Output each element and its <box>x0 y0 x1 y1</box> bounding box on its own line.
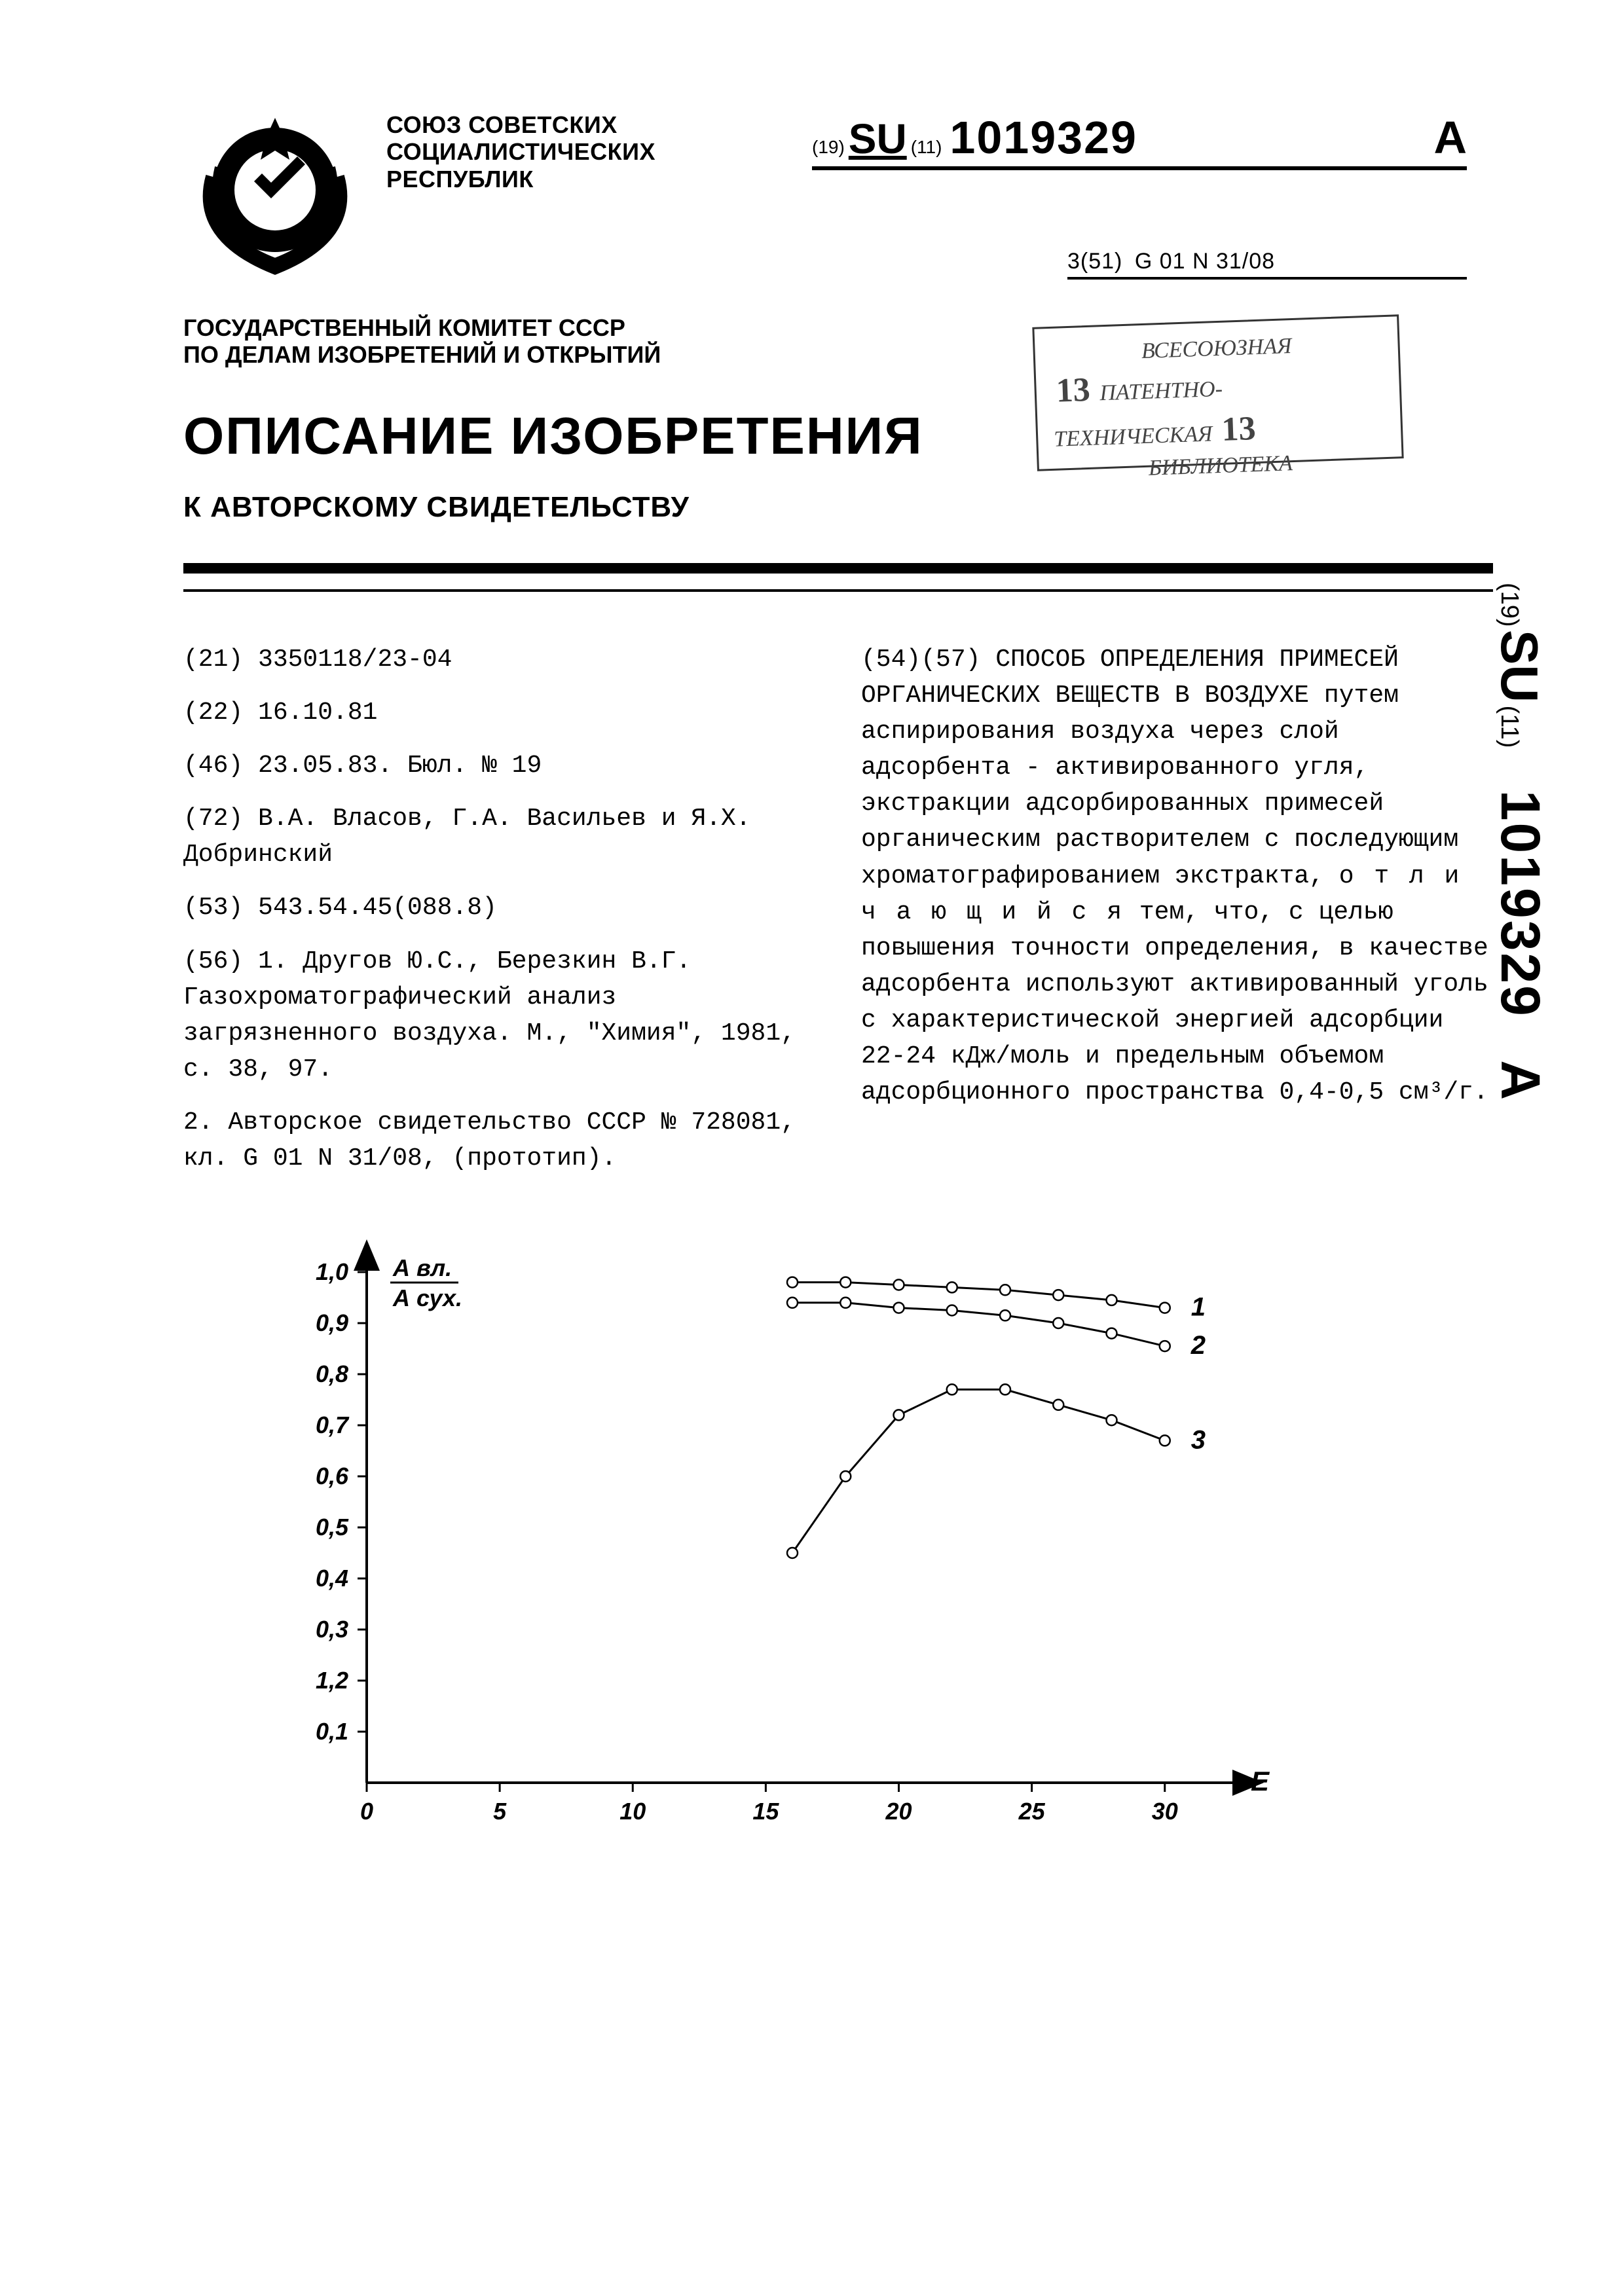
stamp-number: 13 <box>1221 407 1256 452</box>
classifier-prefix: 3(51) <box>1067 249 1122 274</box>
title-main: ОПИСАНИЕ ИЗОБРЕТЕНИЯ <box>183 406 939 466</box>
side-11: (11) <box>1496 706 1523 748</box>
svg-text:1,2: 1,2 <box>316 1667 348 1694</box>
library-stamp: ВСЕСОЮЗНАЯ 13 ПАТЕНТНО- ТЕХНИЧЕСКАЯ 13 Б… <box>1032 314 1403 471</box>
biblio-56a: (56) 1. Другов Ю.С., Березкин В.Г. Газох… <box>183 943 815 1087</box>
header: СОЮЗ СОВЕТСКИХ СОЦИАЛИСТИЧЕСКИХ РЕСПУБЛИ… <box>183 92 1493 602</box>
biblio-56b: 2. Авторское свидетельство СССР № 728081… <box>183 1104 815 1176</box>
stamp-line: ПАТЕНТНО- <box>1099 377 1223 406</box>
right-column: (54)(57) СПОСОБ ОПРЕДЕЛЕНИЯ ПРИМЕСЕЙ ОРГ… <box>861 642 1493 1194</box>
stamp-number: 13 <box>1056 368 1091 413</box>
abstract-part1: (54)(57) СПОСОБ ОПРЕДЕЛЕНИЯ ПРИМЕСЕЙ ОРГ… <box>861 646 1458 890</box>
chart-svg: А вл. А сух. E 0 5 10 15 20 25 30 0,1 1,2 0,3 0,4 0,5 0… <box>183 1233 1297 1861</box>
side-a: A <box>1490 1060 1551 1100</box>
stamp-line: ТЕХНИЧЕСКАЯ <box>1054 422 1213 451</box>
svg-text:0,5: 0,5 <box>316 1514 349 1540</box>
svg-text:5: 5 <box>493 1798 507 1825</box>
code-19-label: (19) <box>812 137 845 158</box>
code-country: SU <box>849 115 907 163</box>
svg-text:0: 0 <box>360 1798 373 1825</box>
abstract: (54)(57) СПОСОБ ОПРЕДЕЛЕНИЯ ПРИМЕСЕЙ ОРГ… <box>861 642 1493 1110</box>
divider-rule <box>183 563 1493 592</box>
svg-text:0,1: 0,1 <box>316 1718 348 1745</box>
code-suffix: A <box>1433 111 1467 164</box>
biblio-22: (22) 16.10.81 <box>183 695 815 731</box>
svg-text:3: 3 <box>1191 1426 1206 1455</box>
svg-text:А сух.: А сух. <box>392 1285 462 1311</box>
svg-text:0,7: 0,7 <box>316 1412 350 1438</box>
svg-text:А вл.: А вл. <box>392 1254 452 1281</box>
committee-line: ПО ДЕЛАМ ИЗОБРЕТЕНИЙ И ОТКРЫТИЙ <box>183 341 661 368</box>
side-19: (19) <box>1496 583 1523 627</box>
svg-text:30: 30 <box>1152 1798 1178 1825</box>
chart: А вл. А сух. E 0 5 10 15 20 25 30 0,1 1,2 0,3 0,4 0,5 0… <box>183 1233 1493 1887</box>
biblio-46: (46) 23.05.83. Бюл. № 19 <box>183 748 815 784</box>
title-sub: К АВТОРСКОМУ СВИДЕТЕЛЬСТВУ <box>183 491 690 524</box>
svg-text:E: E <box>1251 1766 1270 1796</box>
org-name-line: СОЮЗ СОВЕТСКИХ <box>386 111 655 138</box>
svg-text:10: 10 <box>619 1798 646 1825</box>
biblio-53: (53) 543.54.45(088.8) <box>183 890 815 926</box>
svg-text:0,6: 0,6 <box>316 1463 349 1489</box>
svg-text:15: 15 <box>752 1798 779 1825</box>
committee-line: ГОСУДАРСТВЕННЫЙ КОМИТЕТ СССР <box>183 314 661 341</box>
svg-text:0,3: 0,3 <box>316 1616 348 1643</box>
svg-text:25: 25 <box>1018 1798 1046 1825</box>
side-publication-code: (19) SU (11) 1019329 A <box>1488 583 1552 1100</box>
left-column: (21) 3350118/23-04 (22) 16.10.81 (46) 23… <box>183 642 815 1194</box>
svg-text:0,9: 0,9 <box>316 1309 348 1336</box>
side-number: 1019329 <box>1490 790 1551 1018</box>
biblio-21: (21) 3350118/23-04 <box>183 642 815 678</box>
svg-text:1,0: 1,0 <box>316 1258 348 1285</box>
biblio-72: (72) В.А. Власов, Г.А. Васильев и Я.Х. Д… <box>183 801 815 873</box>
committee-name: ГОСУДАРСТВЕННЫЙ КОМИТЕТ СССР ПО ДЕЛАМ ИЗ… <box>183 314 661 369</box>
svg-text:0,8: 0,8 <box>316 1360 348 1387</box>
body: (21) 3350118/23-04 (22) 16.10.81 (46) 23… <box>183 642 1493 1194</box>
org-name-line: СОЦИАЛИСТИЧЕСКИХ <box>386 138 655 165</box>
svg-text:2: 2 <box>1190 1331 1206 1360</box>
publication-code: (19) SU (11) 1019329 A <box>812 111 1467 170</box>
abstract-part2: тем, что, с целью повышения точности опр… <box>861 898 1488 1106</box>
svg-text:20: 20 <box>885 1798 912 1825</box>
classifier-code: G 01 N 31/08 <box>1135 249 1275 274</box>
org-name: СОЮЗ СОВЕТСКИХ СОЦИАЛИСТИЧЕСКИХ РЕСПУБЛИ… <box>386 111 655 192</box>
code-11-label: (11) <box>911 137 942 158</box>
ipc-classifier: 3(51) G 01 N 31/08 <box>1067 249 1467 280</box>
svg-text:1: 1 <box>1191 1293 1206 1322</box>
svg-text:0,4: 0,4 <box>316 1565 348 1592</box>
code-number: 1019329 <box>950 111 1137 164</box>
org-name-line: РЕСПУБЛИК <box>386 166 655 192</box>
side-su: SU <box>1490 630 1549 702</box>
ussr-emblem-icon <box>183 92 367 275</box>
